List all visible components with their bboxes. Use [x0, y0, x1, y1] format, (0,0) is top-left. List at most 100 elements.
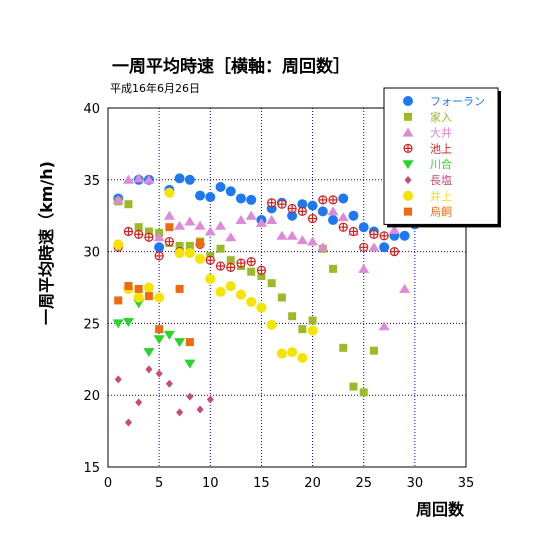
chart-subtitle: 平成16年6月26日 — [110, 81, 200, 95]
data-point — [205, 192, 216, 203]
data-point — [184, 248, 195, 259]
data-points — [112, 173, 420, 427]
data-point — [154, 251, 164, 261]
legend-entry: 烏飼 — [430, 205, 452, 219]
data-point — [153, 335, 165, 345]
legend-marker — [402, 160, 414, 170]
data-point — [329, 264, 338, 273]
data-point — [164, 187, 175, 198]
x-tick-label: 30 — [407, 476, 424, 491]
legend-marker — [404, 112, 412, 121]
legend-marker — [403, 190, 413, 201]
data-point — [122, 174, 134, 184]
data-point — [143, 174, 155, 184]
data-point — [205, 273, 216, 284]
data-point — [328, 195, 338, 205]
data-point — [133, 173, 145, 183]
data-point — [215, 286, 226, 297]
y-tick-label: 40 — [83, 102, 100, 117]
data-point — [122, 317, 134, 327]
data-point — [379, 231, 389, 241]
data-point — [235, 215, 247, 225]
data-point — [318, 195, 328, 205]
data-point — [194, 220, 206, 230]
data-point — [143, 348, 155, 358]
data-point — [348, 226, 359, 237]
data-point — [225, 232, 237, 242]
plot-area — [107, 107, 467, 468]
data-point — [144, 292, 153, 301]
data-point — [338, 193, 349, 204]
data-point — [134, 284, 143, 293]
x-tick-label: 35 — [458, 476, 475, 491]
legend-box — [383, 87, 499, 225]
data-point — [369, 346, 378, 355]
legend-marker — [404, 207, 412, 216]
data-point — [307, 236, 319, 246]
data-point — [267, 198, 277, 208]
legend-entry: 長塩 — [430, 173, 452, 187]
data-point — [163, 210, 175, 220]
data-point — [297, 206, 307, 216]
data-point — [266, 215, 278, 225]
data-point — [184, 359, 196, 369]
data-point — [113, 239, 124, 250]
data-point — [235, 193, 246, 204]
data-point — [368, 242, 380, 252]
data-point — [185, 241, 194, 250]
data-point — [134, 229, 144, 239]
data-point — [255, 217, 267, 227]
data-point — [205, 255, 215, 265]
data-point — [154, 292, 165, 303]
data-point — [369, 229, 379, 239]
legend-entry: 家入 — [430, 110, 452, 124]
data-point — [204, 226, 216, 236]
legend-marker — [403, 143, 413, 153]
data-point — [307, 200, 318, 211]
data-point — [112, 194, 124, 204]
x-tick-label: 10 — [202, 476, 219, 491]
legend-entry: フォーラン — [430, 95, 485, 108]
series-1 — [114, 197, 378, 397]
legend-marker — [402, 127, 414, 137]
data-point — [388, 225, 400, 235]
data-point — [235, 289, 246, 300]
data-point — [247, 267, 256, 276]
data-point — [216, 244, 225, 253]
data-point — [176, 408, 184, 417]
data-point — [174, 338, 186, 348]
data-point — [114, 375, 122, 384]
data-point — [339, 343, 348, 352]
data-point — [114, 296, 123, 305]
data-point — [134, 223, 143, 232]
data-point — [195, 253, 206, 264]
x-tick-label: 0 — [104, 476, 112, 491]
data-point — [399, 230, 410, 241]
series-7 — [114, 223, 205, 347]
data-point — [144, 227, 153, 236]
data-point — [317, 242, 329, 252]
data-point — [286, 230, 298, 240]
data-point — [317, 206, 328, 217]
data-point — [348, 210, 359, 221]
data-point — [246, 194, 257, 205]
data-point — [276, 348, 287, 359]
tick-labels: 0 5 10 15 20 25 30 35 15 20 25 30 35 40 — [83, 102, 474, 491]
data-point — [297, 352, 308, 363]
data-point — [358, 263, 370, 273]
data-point — [297, 199, 308, 210]
data-point — [145, 365, 153, 374]
data-point — [287, 203, 297, 214]
data-point — [246, 257, 256, 267]
data-point — [186, 392, 194, 401]
data-point — [185, 338, 194, 347]
x-tick-label: 25 — [355, 476, 372, 491]
data-point — [378, 321, 390, 331]
data-point — [215, 261, 226, 271]
data-point — [215, 181, 226, 192]
data-point — [246, 296, 257, 307]
data-point — [379, 242, 390, 253]
data-point — [236, 258, 246, 268]
data-point — [287, 210, 298, 221]
data-point — [399, 283, 411, 293]
